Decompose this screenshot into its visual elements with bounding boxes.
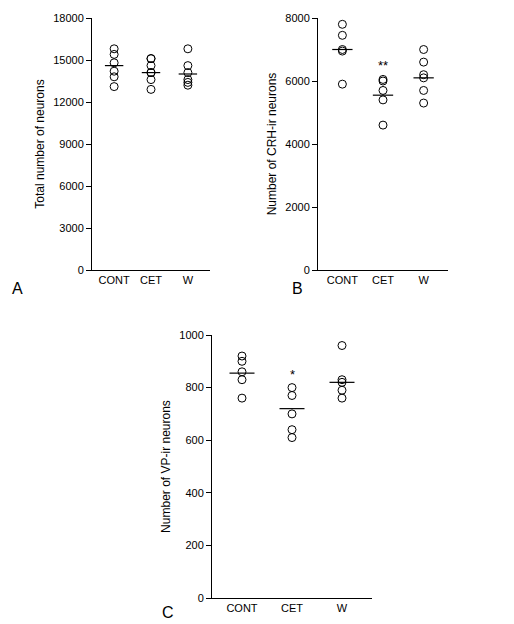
svg-text:8000: 8000	[285, 12, 309, 24]
svg-text:W: W	[183, 274, 194, 286]
svg-text:12000: 12000	[53, 96, 84, 108]
svg-text:1000: 1000	[179, 329, 203, 341]
svg-text:0: 0	[304, 264, 310, 276]
svg-text:18000: 18000	[53, 12, 84, 24]
svg-text:**: **	[378, 58, 388, 73]
svg-text:W: W	[337, 602, 348, 614]
svg-text:CET: CET	[140, 274, 162, 286]
svg-text:3000: 3000	[59, 222, 83, 234]
svg-text:CONT: CONT	[226, 602, 257, 614]
svg-text:400: 400	[185, 487, 203, 499]
svg-text:4000: 4000	[285, 138, 309, 150]
svg-text:CET: CET	[372, 274, 394, 286]
svg-text:9000: 9000	[59, 138, 83, 150]
svg-text:Number of CRH-ir neurons: Number of CRH-ir neurons	[265, 73, 279, 216]
svg-text:*: *	[290, 367, 295, 382]
svg-text:600: 600	[185, 434, 203, 446]
svg-text:C: C	[162, 604, 174, 621]
svg-text:B: B	[292, 280, 303, 297]
svg-text:200: 200	[185, 539, 203, 551]
svg-text:6000: 6000	[59, 180, 83, 192]
svg-text:CONT: CONT	[327, 274, 358, 286]
svg-text:6000: 6000	[285, 75, 309, 87]
svg-text:0: 0	[198, 592, 204, 604]
svg-text:15000: 15000	[53, 54, 84, 66]
svg-text:2000: 2000	[285, 201, 309, 213]
svg-text:CET: CET	[281, 602, 303, 614]
svg-text:CONT: CONT	[99, 274, 130, 286]
svg-text:A: A	[12, 280, 23, 297]
svg-text:0: 0	[78, 264, 84, 276]
svg-text:Number of VP-ir neurons: Number of VP-ir neurons	[159, 400, 173, 533]
svg-text:Total number of neurons: Total number of neurons	[33, 79, 47, 208]
svg-text:W: W	[418, 274, 429, 286]
svg-text:800: 800	[185, 381, 203, 393]
